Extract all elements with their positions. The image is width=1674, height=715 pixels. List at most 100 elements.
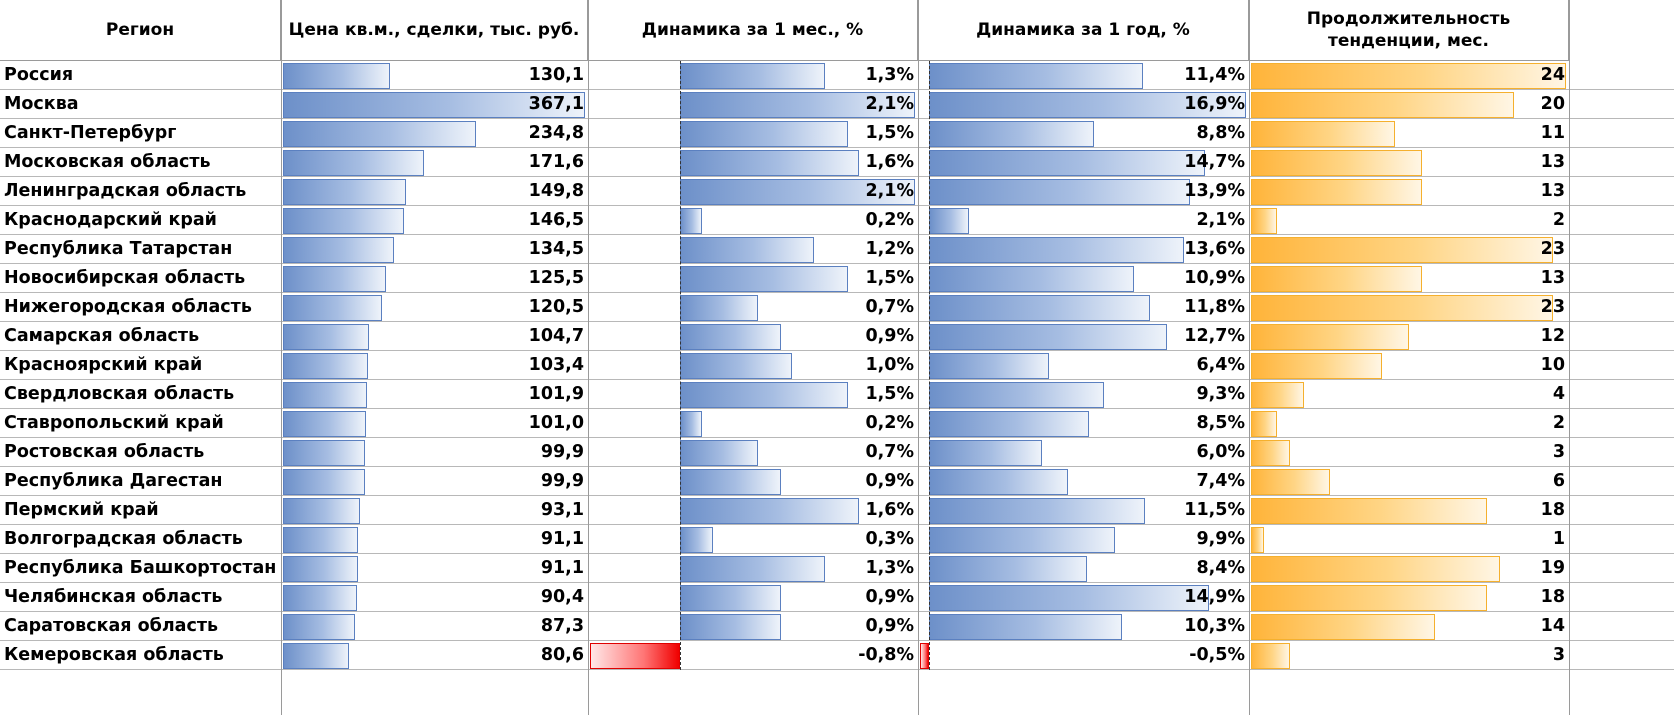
price-value: 130,1: [528, 65, 584, 85]
price-cell: 99,9: [281, 438, 588, 467]
price-bar: [283, 295, 383, 321]
region-label: Ставропольский край: [4, 413, 224, 433]
year-bar: [929, 556, 1087, 582]
row-divider: [0, 321, 1674, 322]
month-cell: 1,5%: [588, 380, 918, 409]
year-value: 10,3%: [1184, 616, 1245, 636]
price-value: 87,3: [540, 616, 584, 636]
month-bar: [679, 498, 859, 524]
price-value: 120,5: [528, 297, 584, 317]
price-bar: [283, 63, 391, 89]
price-value: 99,9: [540, 442, 584, 462]
duration-cell: 24: [1249, 61, 1569, 90]
duration-bar: [1251, 208, 1278, 234]
duration-value: 18: [1540, 500, 1565, 520]
duration-value: 13: [1540, 268, 1565, 288]
price-value: 90,4: [540, 587, 584, 607]
year-cell: 11,5%: [918, 496, 1249, 525]
price-value: 134,5: [528, 239, 584, 259]
region-label: Кемеровская область: [4, 645, 224, 665]
year-cell: 8,4%: [918, 554, 1249, 583]
price-value: 99,9: [540, 471, 584, 491]
region-label: Свердловская область: [4, 384, 235, 404]
row-divider: [0, 379, 1674, 380]
duration-cell: 23: [1249, 235, 1569, 264]
region-label: Республика Дагестан: [4, 471, 223, 491]
duration-value: 18: [1540, 587, 1565, 607]
year-cell: 13,6%: [918, 235, 1249, 264]
month-value: 2,1%: [865, 94, 914, 114]
year-cell: 2,1%: [918, 206, 1249, 235]
month-cell: 0,2%: [588, 409, 918, 438]
duration-bar: [1251, 527, 1265, 553]
duration-value: 13: [1540, 181, 1565, 201]
month-cell: 1,2%: [588, 235, 918, 264]
month-bar: [679, 208, 703, 234]
price-bar: [283, 469, 366, 495]
month-cell: 0,9%: [588, 467, 918, 496]
year-bar: [929, 411, 1089, 437]
year-value: 8,5%: [1196, 413, 1245, 433]
month-value: 1,3%: [865, 558, 914, 578]
row-divider: [0, 147, 1674, 148]
price-cell: 367,1: [281, 90, 588, 119]
year-value: 9,9%: [1196, 529, 1245, 549]
region-label: Волгоградская область: [4, 529, 243, 549]
price-bar: [283, 643, 350, 669]
duration-value: 10: [1540, 355, 1565, 375]
year-bar: [929, 498, 1145, 524]
price-cell: 101,9: [281, 380, 588, 409]
duration-cell: 12: [1249, 322, 1569, 351]
duration-bar: [1251, 411, 1278, 437]
price-cell: 149,8: [281, 177, 588, 206]
year-cell: 6,4%: [918, 351, 1249, 380]
price-cell: 146,5: [281, 206, 588, 235]
duration-cell: 3: [1249, 438, 1569, 467]
year-bar: [929, 63, 1143, 89]
duration-cell: 13: [1249, 264, 1569, 293]
duration-cell: 6: [1249, 467, 1569, 496]
month-value: 1,6%: [865, 500, 914, 520]
year-cell: 11,8%: [918, 293, 1249, 322]
year-cell: 11,4%: [918, 61, 1249, 90]
month-cell: 1,5%: [588, 119, 918, 148]
duration-cell: 18: [1249, 496, 1569, 525]
month-cell: 0,9%: [588, 612, 918, 641]
year-cell: 13,9%: [918, 177, 1249, 206]
price-bar: [283, 208, 404, 234]
duration-value: 23: [1540, 297, 1565, 317]
duration-bar: [1251, 498, 1488, 524]
month-bar: [679, 469, 781, 495]
year-value: 2,1%: [1196, 210, 1245, 230]
duration-value: 3: [1552, 442, 1565, 462]
month-bar: [679, 614, 781, 640]
price-bar: [283, 382, 367, 408]
month-bar: [679, 585, 781, 611]
region-label: Новосибирская область: [4, 268, 246, 288]
price-value: 101,9: [528, 384, 584, 404]
month-zero-axis: [679, 61, 681, 670]
month-cell: 1,3%: [588, 61, 918, 90]
row-divider: [0, 176, 1674, 177]
duration-bar: [1251, 92, 1514, 118]
duration-cell: 3: [1249, 641, 1569, 670]
price-bar: [283, 556, 358, 582]
duration-value: 19: [1540, 558, 1565, 578]
column-divider: [1569, 0, 1570, 715]
duration-value: 23: [1540, 239, 1565, 259]
month-cell: 1,6%: [588, 496, 918, 525]
year-bar: [929, 614, 1123, 640]
price-cell: 171,6: [281, 148, 588, 177]
month-bar: [679, 179, 915, 205]
duration-value: 1: [1552, 529, 1565, 549]
year-bar: [920, 643, 930, 669]
duration-value: 2: [1552, 413, 1565, 433]
duration-bar: [1251, 266, 1422, 292]
price-bar: [283, 179, 407, 205]
duration-value: 4: [1552, 384, 1565, 404]
column-divider: [281, 0, 282, 715]
month-cell: 1,6%: [588, 148, 918, 177]
price-value: 93,1: [540, 500, 584, 520]
duration-bar: [1251, 237, 1553, 263]
